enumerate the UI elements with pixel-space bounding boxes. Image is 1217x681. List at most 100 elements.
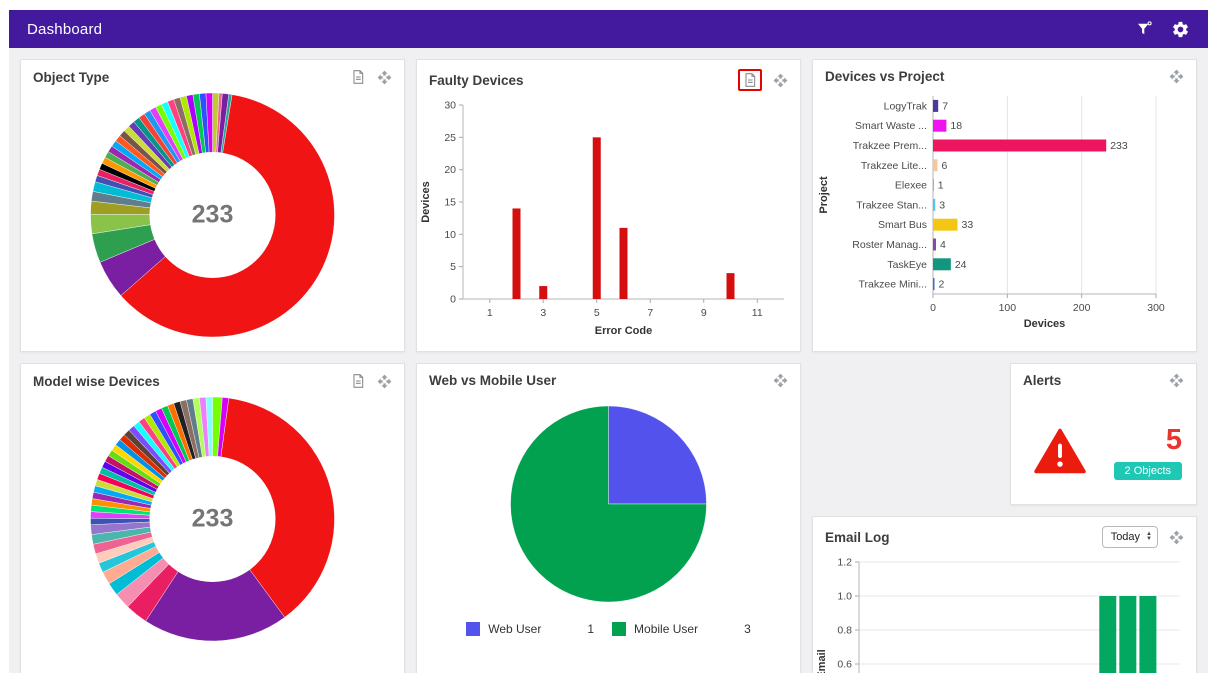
card-title: Alerts — [1023, 373, 1062, 388]
svg-text:2: 2 — [938, 279, 944, 291]
export-report-icon-highlighted[interactable] — [738, 69, 762, 91]
header: Dashboard — [9, 10, 1208, 48]
svg-text:24: 24 — [955, 259, 967, 271]
legend-item[interactable]: Web User 1 — [466, 622, 594, 636]
card-alerts: Alerts — [1010, 363, 1197, 505]
card-web-vs-mobile: Web vs Mobile User Web User 1 Mobile User 3 — [416, 363, 801, 673]
svg-text:300: 300 — [1147, 302, 1165, 314]
cards-grid: Object Type 233 — [9, 48, 1208, 673]
devices-vs-project-barh-chart: 0 100 200 300 LogyTrak 7 Smart Waste ... 18 Trak… — [813, 86, 1196, 336]
move-icon[interactable] — [377, 374, 392, 389]
svg-text:0: 0 — [930, 302, 936, 314]
svg-text:Email: Email — [816, 649, 828, 673]
svg-text:5: 5 — [450, 261, 456, 273]
object_type-svg — [90, 92, 335, 338]
alert-objects-badge[interactable]: 2 Objects — [1113, 462, 1182, 480]
svg-text:30: 30 — [444, 100, 456, 112]
svg-text:11: 11 — [752, 307, 763, 319]
move-icon[interactable] — [1169, 373, 1184, 388]
page-title: Dashboard — [27, 20, 103, 38]
legend-label: Mobile User — [634, 622, 699, 636]
svg-text:200: 200 — [1073, 302, 1091, 314]
card-email-log: Email Log Today ▲▼ 0.20.40.60.81.0 — [812, 516, 1197, 673]
svg-text:Devices: Devices — [420, 181, 432, 223]
card-title: Model wise Devices — [33, 373, 160, 389]
export-report-icon[interactable] — [350, 69, 366, 85]
svg-text:100: 100 — [999, 302, 1017, 314]
svg-text:Smart Bus: Smart Bus — [878, 219, 927, 231]
svg-text:1: 1 — [938, 180, 944, 192]
svg-text:233: 233 — [1110, 140, 1128, 152]
svg-text:25: 25 — [444, 132, 456, 144]
time-range-select[interactable]: Today ▲ ▼ — [1101, 526, 1158, 548]
card-model-wise-devices: Model wise Devices 233 — [20, 363, 405, 673]
svg-text:TaskEye: TaskEye — [887, 259, 927, 271]
svg-text:1.2: 1.2 — [837, 557, 852, 569]
legend-swatch-icon — [466, 622, 481, 636]
svg-text:0.8: 0.8 — [837, 625, 852, 637]
faulty-devices-bar-chart: 0 5 10 15 20 25 30 1 3 5 7 9 11 Error Code Devices — [417, 93, 800, 343]
chart-legend: Web User 1 Mobile User 3 — [417, 622, 800, 636]
filter-icon[interactable] — [1135, 20, 1153, 38]
svg-text:1.0: 1.0 — [837, 591, 852, 603]
svg-text:7: 7 — [942, 100, 948, 112]
settings-gear-icon[interactable] — [1171, 20, 1190, 39]
legend-value: 3 — [744, 622, 751, 636]
move-icon[interactable] — [773, 373, 788, 388]
dashboard-page: Dashboard Object Type — [9, 10, 1208, 673]
card-object-type: Object Type 233 — [20, 59, 405, 352]
svg-text:15: 15 — [444, 197, 456, 209]
move-icon[interactable] — [377, 70, 392, 85]
svg-text:Trakzee Mini...: Trakzee Mini... — [859, 279, 927, 291]
svg-text:3: 3 — [540, 307, 546, 319]
card-title: Faulty Devices — [429, 72, 524, 88]
web_vs_mobile-svg — [510, 405, 707, 603]
move-icon[interactable] — [773, 73, 788, 88]
svg-text:7: 7 — [647, 307, 653, 319]
svg-text:6: 6 — [941, 160, 947, 172]
svg-text:4: 4 — [940, 239, 946, 251]
svg-text:33: 33 — [962, 219, 974, 231]
svg-text:0.6: 0.6 — [837, 659, 852, 671]
card-title: Web vs Mobile User — [429, 373, 557, 388]
export-report-icon[interactable] — [350, 373, 366, 389]
svg-text:1: 1 — [487, 307, 493, 319]
time-range-value: Today — [1110, 531, 1141, 543]
alert-warning-icon — [1033, 427, 1087, 480]
alert-count: 5 — [1165, 424, 1182, 456]
svg-text:5: 5 — [594, 307, 600, 319]
object-type-donut-chart: 233 — [21, 89, 404, 341]
svg-text:Trakzee Stan...: Trakzee Stan... — [856, 199, 927, 211]
svg-text:Devices: Devices — [1024, 318, 1066, 330]
move-icon[interactable] — [1169, 530, 1184, 545]
svg-text:9: 9 — [701, 307, 707, 319]
card-title: Object Type — [33, 69, 110, 85]
svg-text:Roster Manag...: Roster Manag... — [852, 239, 927, 251]
svg-text:LogyTrak: LogyTrak — [884, 100, 928, 112]
svg-text:Smart Waste ...: Smart Waste ... — [855, 120, 927, 132]
svg-text:Project: Project — [818, 176, 830, 214]
svg-text:3: 3 — [939, 199, 945, 211]
legend-item[interactable]: Mobile User 3 — [612, 622, 751, 636]
svg-text:Error Code: Error Code — [595, 325, 652, 337]
devices_vs_project-svg: 0 100 200 300 LogyTrak 7 Smart Waste ... 18 Trak… — [818, 96, 1165, 330]
svg-text:Elexee: Elexee — [895, 180, 927, 192]
select-arrows-icon: ▲ ▼ — [1146, 531, 1152, 542]
card-devices-vs-project: Devices vs Project 0 100 200 300 LogyTrak 7 Sm… — [812, 59, 1197, 352]
move-icon[interactable] — [1169, 69, 1184, 84]
right-column: Alerts — [812, 363, 1197, 673]
svg-text:20: 20 — [444, 164, 456, 176]
model_wise-svg — [90, 396, 335, 642]
svg-text:10: 10 — [444, 229, 456, 241]
legend-value: 1 — [587, 622, 595, 636]
card-faulty-devices: Faulty Devices 0 5 10 15 20 25 30 1 3 5 7 9 11 Error … — [416, 59, 801, 352]
faulty_devices-svg: 0 5 10 15 20 25 30 1 3 5 7 9 11 Error Code Devices — [420, 100, 784, 337]
card-title: Devices vs Project — [825, 69, 945, 84]
legend-label: Web User — [488, 622, 542, 636]
svg-text:18: 18 — [950, 120, 962, 132]
model-wise-donut-chart: 233 — [21, 393, 404, 645]
alerts-body: 5 2 Objects — [1011, 390, 1196, 494]
svg-text:Trakzee Lite...: Trakzee Lite... — [861, 160, 927, 172]
